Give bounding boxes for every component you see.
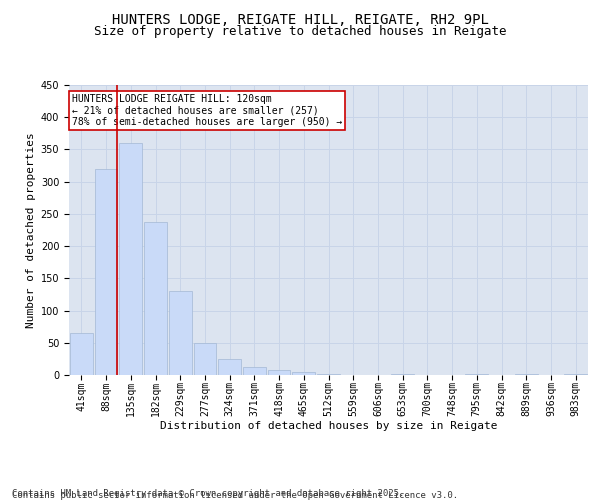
Text: HUNTERS LODGE REIGATE HILL: 120sqm
← 21% of detached houses are smaller (257)
78: HUNTERS LODGE REIGATE HILL: 120sqm ← 21%… xyxy=(71,94,342,127)
Bar xyxy=(391,374,414,375)
Bar xyxy=(169,291,191,375)
Bar xyxy=(564,374,587,375)
Text: Contains HM Land Registry data © Crown copyright and database right 2025.: Contains HM Land Registry data © Crown c… xyxy=(12,488,404,498)
Bar xyxy=(243,368,266,375)
Bar xyxy=(194,343,216,375)
Text: HUNTERS LODGE, REIGATE HILL, REIGATE, RH2 9PL: HUNTERS LODGE, REIGATE HILL, REIGATE, RH… xyxy=(112,12,488,26)
Text: Size of property relative to detached houses in Reigate: Size of property relative to detached ho… xyxy=(94,25,506,38)
Bar xyxy=(70,333,93,375)
Bar xyxy=(95,169,118,375)
Bar xyxy=(515,374,538,375)
Bar xyxy=(119,143,142,375)
Bar xyxy=(292,372,315,375)
Text: Contains public sector information licensed under the Open Government Licence v3: Contains public sector information licen… xyxy=(12,491,458,500)
Bar xyxy=(317,374,340,375)
Bar xyxy=(218,359,241,375)
Bar xyxy=(268,370,290,375)
Bar xyxy=(144,222,167,375)
X-axis label: Distribution of detached houses by size in Reigate: Distribution of detached houses by size … xyxy=(160,420,497,430)
Y-axis label: Number of detached properties: Number of detached properties xyxy=(26,132,37,328)
Bar xyxy=(466,374,488,375)
